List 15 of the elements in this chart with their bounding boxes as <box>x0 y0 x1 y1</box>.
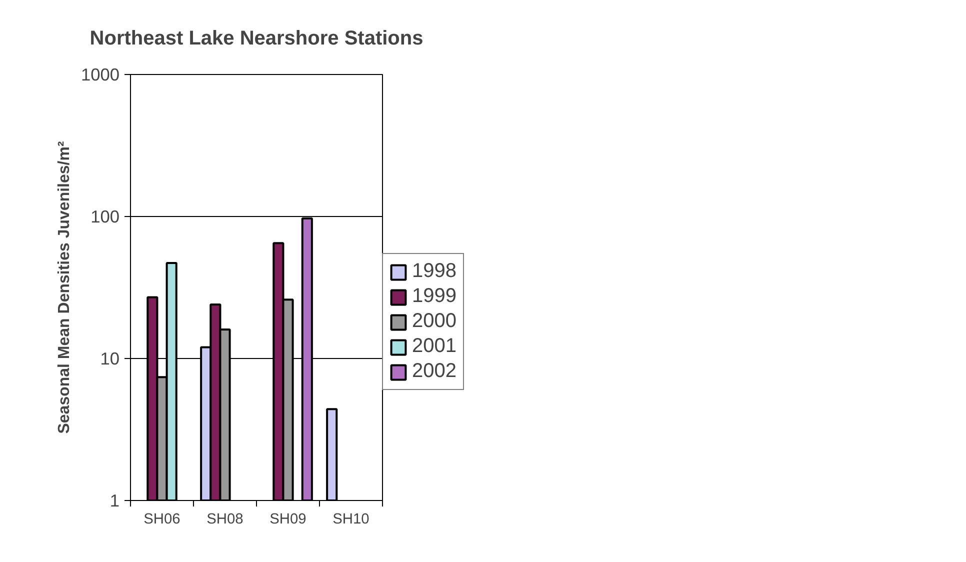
x-tick-label: SH09 <box>270 512 306 528</box>
legend-label: 2000 <box>412 310 456 333</box>
x-tick-label: SH08 <box>206 512 244 528</box>
chart-title: Northeast Lake Nearshore Stations <box>90 28 424 50</box>
x-tick-label: SH06 <box>144 512 180 528</box>
legend-label: 2002 <box>412 360 456 383</box>
y-tick-label: 100 <box>90 206 120 226</box>
y-axis-title: Seasonal Mean Densities Juveniles/m² <box>56 141 73 434</box>
legend-label: 1998 <box>412 260 456 283</box>
legend-label: 1999 <box>412 285 456 308</box>
y-tick-label: 1 <box>110 490 120 510</box>
x-tick-label: SH10 <box>332 512 370 528</box>
legend-label: 2001 <box>412 335 456 358</box>
y-tick-label: 1000 <box>80 64 120 84</box>
y-tick-label: 10 <box>100 348 120 368</box>
